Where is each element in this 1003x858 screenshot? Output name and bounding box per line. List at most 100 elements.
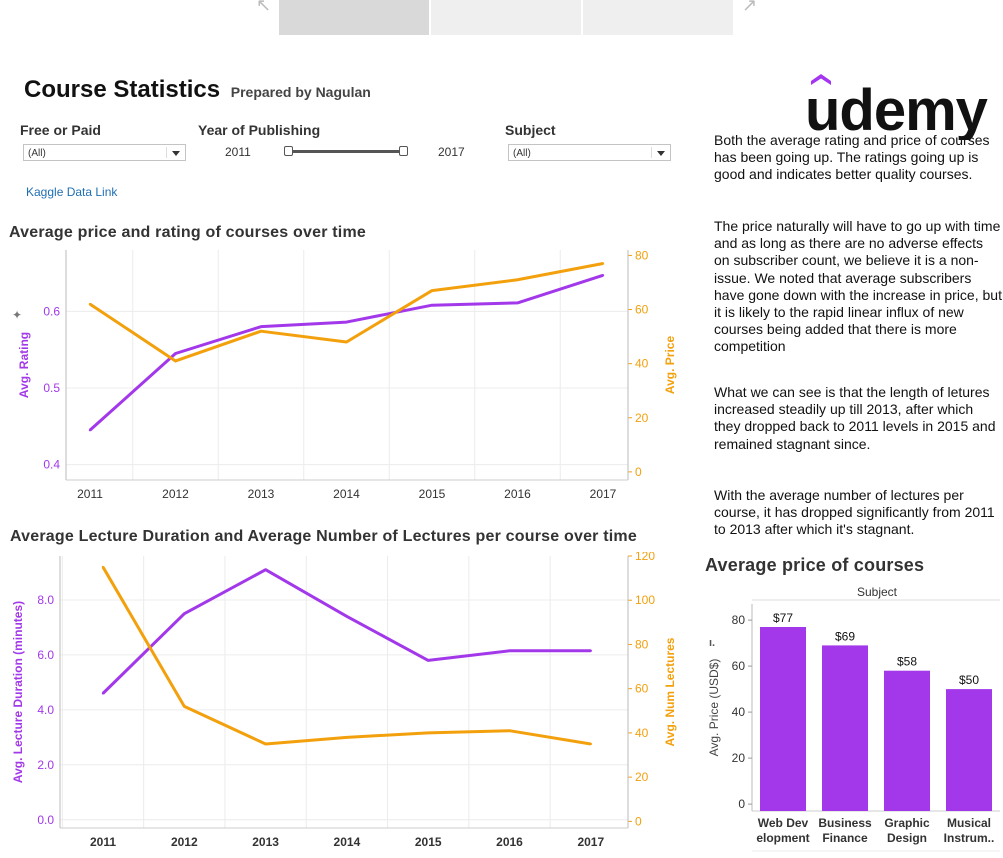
y-tick-label: 6.0 — [37, 648, 54, 662]
year-slider-max-handle[interactable] — [399, 146, 408, 156]
bar-data-label: $50 — [959, 673, 979, 687]
bar — [884, 670, 930, 811]
year-slider-min-handle[interactable] — [284, 146, 293, 156]
free-or-paid-value: (All) — [28, 148, 46, 159]
chart3-title: Average price of courses — [705, 555, 925, 575]
tab-1[interactable] — [279, 0, 429, 35]
x-tick-label: 2014 — [334, 835, 361, 849]
free-or-paid-select[interactable]: (All) — [23, 144, 186, 161]
x-category-label: Finance — [822, 831, 868, 845]
data-point — [345, 615, 349, 618]
data-point — [516, 301, 519, 305]
y-axis-title: Avg. Rating — [17, 332, 31, 398]
bar — [760, 627, 806, 811]
x-tick-label: 2016 — [496, 835, 523, 849]
series-line-1 — [101, 568, 591, 695]
y-tick-label: 0.0 — [37, 813, 54, 827]
tab-strip — [279, 0, 735, 35]
x-category-label: elopment — [756, 831, 809, 845]
y-tick-label: 20 — [732, 751, 746, 765]
y-tick-label: 2.0 — [37, 758, 54, 772]
kaggle-data-link[interactable]: Kaggle Data Link — [26, 185, 118, 199]
y2-tick-label: 40 — [635, 357, 649, 371]
x-tick-label: 2013 — [252, 835, 279, 849]
data-point — [264, 742, 267, 746]
y2-tick-label: 120 — [635, 552, 655, 563]
x-tick-label: 2013 — [248, 487, 275, 501]
y2-axis-title: Avg. Price — [663, 336, 677, 395]
narrative-paragraph-3: What we can see is that the length of le… — [714, 384, 996, 452]
column-header-subject: Subject — [857, 585, 898, 599]
narrative-paragraph-2: The price naturally will have to go up w… — [714, 218, 1002, 355]
data-point — [589, 742, 592, 746]
chevron-down-icon — [172, 151, 180, 156]
bar-data-label: $69 — [835, 629, 855, 643]
tab-2[interactable] — [431, 0, 581, 35]
y-tick-label: 80 — [732, 613, 746, 627]
x-category-label: Design — [887, 831, 927, 845]
chart2-title: Average Lecture Duration and Average Num… — [10, 528, 637, 545]
subject-value: (All) — [513, 148, 531, 159]
data-point — [101, 692, 105, 695]
y2-tick-label: 60 — [635, 303, 649, 317]
data-point — [430, 289, 434, 292]
subject-select[interactable]: (All) — [508, 144, 671, 161]
data-point — [174, 359, 177, 363]
y2-tick-label: 0 — [635, 465, 642, 479]
y-tick-label: 0.5 — [43, 381, 60, 395]
free-or-paid-label: Free or Paid — [20, 122, 101, 138]
y2-tick-label: 20 — [635, 770, 649, 784]
narrative-paragraph-4: With the average number of lectures per … — [714, 487, 995, 538]
x-tick-label: 2014 — [333, 487, 360, 501]
y2-tick-label: 0 — [635, 814, 642, 828]
prev-arrow-icon[interactable]: ↖ — [256, 0, 272, 15]
x-tick-label: 2016 — [504, 487, 531, 501]
series-line-1 — [88, 273, 604, 432]
data-point — [508, 729, 511, 732]
page-subtitle: Prepared by Nagulan — [230, 84, 371, 100]
pin-icon[interactable]: ✦ — [12, 308, 23, 322]
y-tick-label: 0.4 — [43, 458, 60, 472]
data-point — [601, 262, 605, 265]
year-min-value: 2011 — [225, 145, 251, 159]
year-slider-track[interactable] — [289, 150, 404, 153]
y-tick-label: 0.6 — [43, 304, 60, 318]
y2-tick-label: 100 — [635, 593, 655, 607]
data-point — [259, 325, 263, 328]
y2-axis-title: Avg. Num Lectures — [663, 637, 677, 746]
bar — [946, 689, 992, 811]
data-point — [88, 302, 92, 306]
y2-tick-label: 60 — [635, 682, 649, 696]
year-max-value: 2017 — [438, 145, 465, 159]
x-category-label: Instrum.. — [944, 831, 995, 845]
data-point — [88, 428, 92, 432]
x-tick-label: 2012 — [171, 835, 198, 849]
y2-tick-label: 40 — [635, 726, 649, 740]
x-tick-label: 2012 — [162, 487, 189, 501]
y-tick-label: 0 — [738, 797, 745, 811]
next-arrow-icon[interactable]: ↗ — [742, 0, 758, 15]
y2-tick-label: 80 — [635, 248, 649, 262]
sort-icon: ı. — [709, 637, 715, 649]
y-axis-title: Avg. Price (USD$) — [707, 659, 721, 757]
data-point — [345, 320, 348, 324]
x-tick-label: 2011 — [90, 835, 116, 849]
data-point — [259, 329, 263, 333]
narrative-paragraph-1: Both the average rating and price of cou… — [714, 132, 990, 183]
y2-tick-label: 20 — [635, 411, 649, 425]
x-category-label: Web Dev — [758, 816, 809, 830]
data-point — [601, 274, 605, 277]
x-category-label: Graphic — [884, 816, 930, 830]
x-category-label: Business — [818, 816, 872, 830]
x-tick-label: 2017 — [577, 835, 604, 849]
bar-data-label: $77 — [773, 611, 793, 625]
data-point — [516, 278, 519, 281]
tab-3[interactable] — [583, 0, 733, 35]
x-category-label: Musical — [947, 816, 991, 830]
data-point — [427, 659, 430, 662]
x-tick-label: 2011 — [77, 487, 103, 501]
y2-tick-label: 80 — [635, 637, 649, 651]
data-point — [101, 565, 105, 569]
x-tick-label: 2017 — [590, 487, 617, 501]
data-point — [183, 705, 186, 708]
